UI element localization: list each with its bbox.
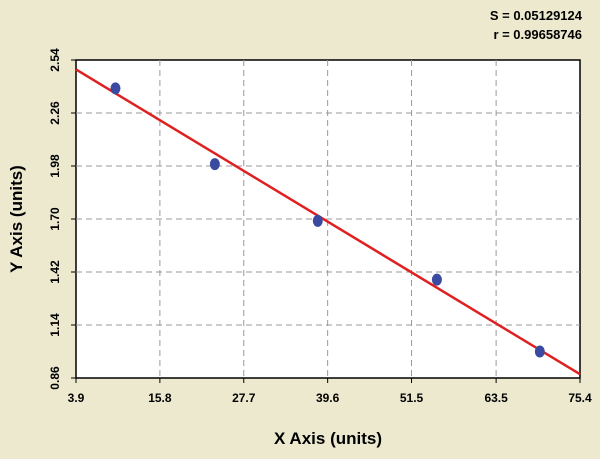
r-statistic: r = 0.99658746 bbox=[493, 27, 582, 42]
fit-statistics: S = 0.05129124 r = 0.99658746 bbox=[490, 6, 582, 44]
x-tick-label: 75.4 bbox=[568, 391, 592, 405]
y-tick-label: 2.26 bbox=[48, 101, 62, 125]
y-axis-title: Y Axis (units) bbox=[7, 165, 26, 273]
x-tick-label: 15.8 bbox=[148, 391, 172, 405]
x-tick-label: 39.6 bbox=[316, 391, 340, 405]
x-axis-title: X Axis (units) bbox=[274, 429, 382, 448]
data-point bbox=[431, 273, 442, 286]
x-tick-label: 63.5 bbox=[484, 391, 508, 405]
s-statistic: S = 0.05129124 bbox=[489, 8, 582, 23]
y-tick-label: 1.98 bbox=[48, 154, 62, 178]
y-tick-label: 1.14 bbox=[48, 313, 62, 337]
x-tick-label: 51.5 bbox=[400, 391, 424, 405]
y-tick-label: 0.86 bbox=[48, 366, 62, 390]
data-point bbox=[209, 158, 220, 171]
y-tick-label: 2.54 bbox=[48, 48, 62, 72]
data-points bbox=[110, 82, 545, 358]
x-tick-label: 3.9 bbox=[68, 391, 85, 405]
data-point bbox=[534, 345, 545, 358]
grid-lines bbox=[71, 59, 581, 383]
data-point bbox=[312, 214, 323, 227]
data-point bbox=[110, 82, 121, 95]
tick-labels: 3.9 15.8 27.7 39.6 51.5 63.5 75.4 0.86 1.14 1.42 1… bbox=[48, 48, 592, 405]
y-tick-label: 1.70 bbox=[48, 207, 62, 231]
y-tick-label: 1.42 bbox=[48, 260, 62, 284]
x-tick-label: 27.7 bbox=[232, 391, 256, 405]
regression-line bbox=[75, 68, 581, 376]
